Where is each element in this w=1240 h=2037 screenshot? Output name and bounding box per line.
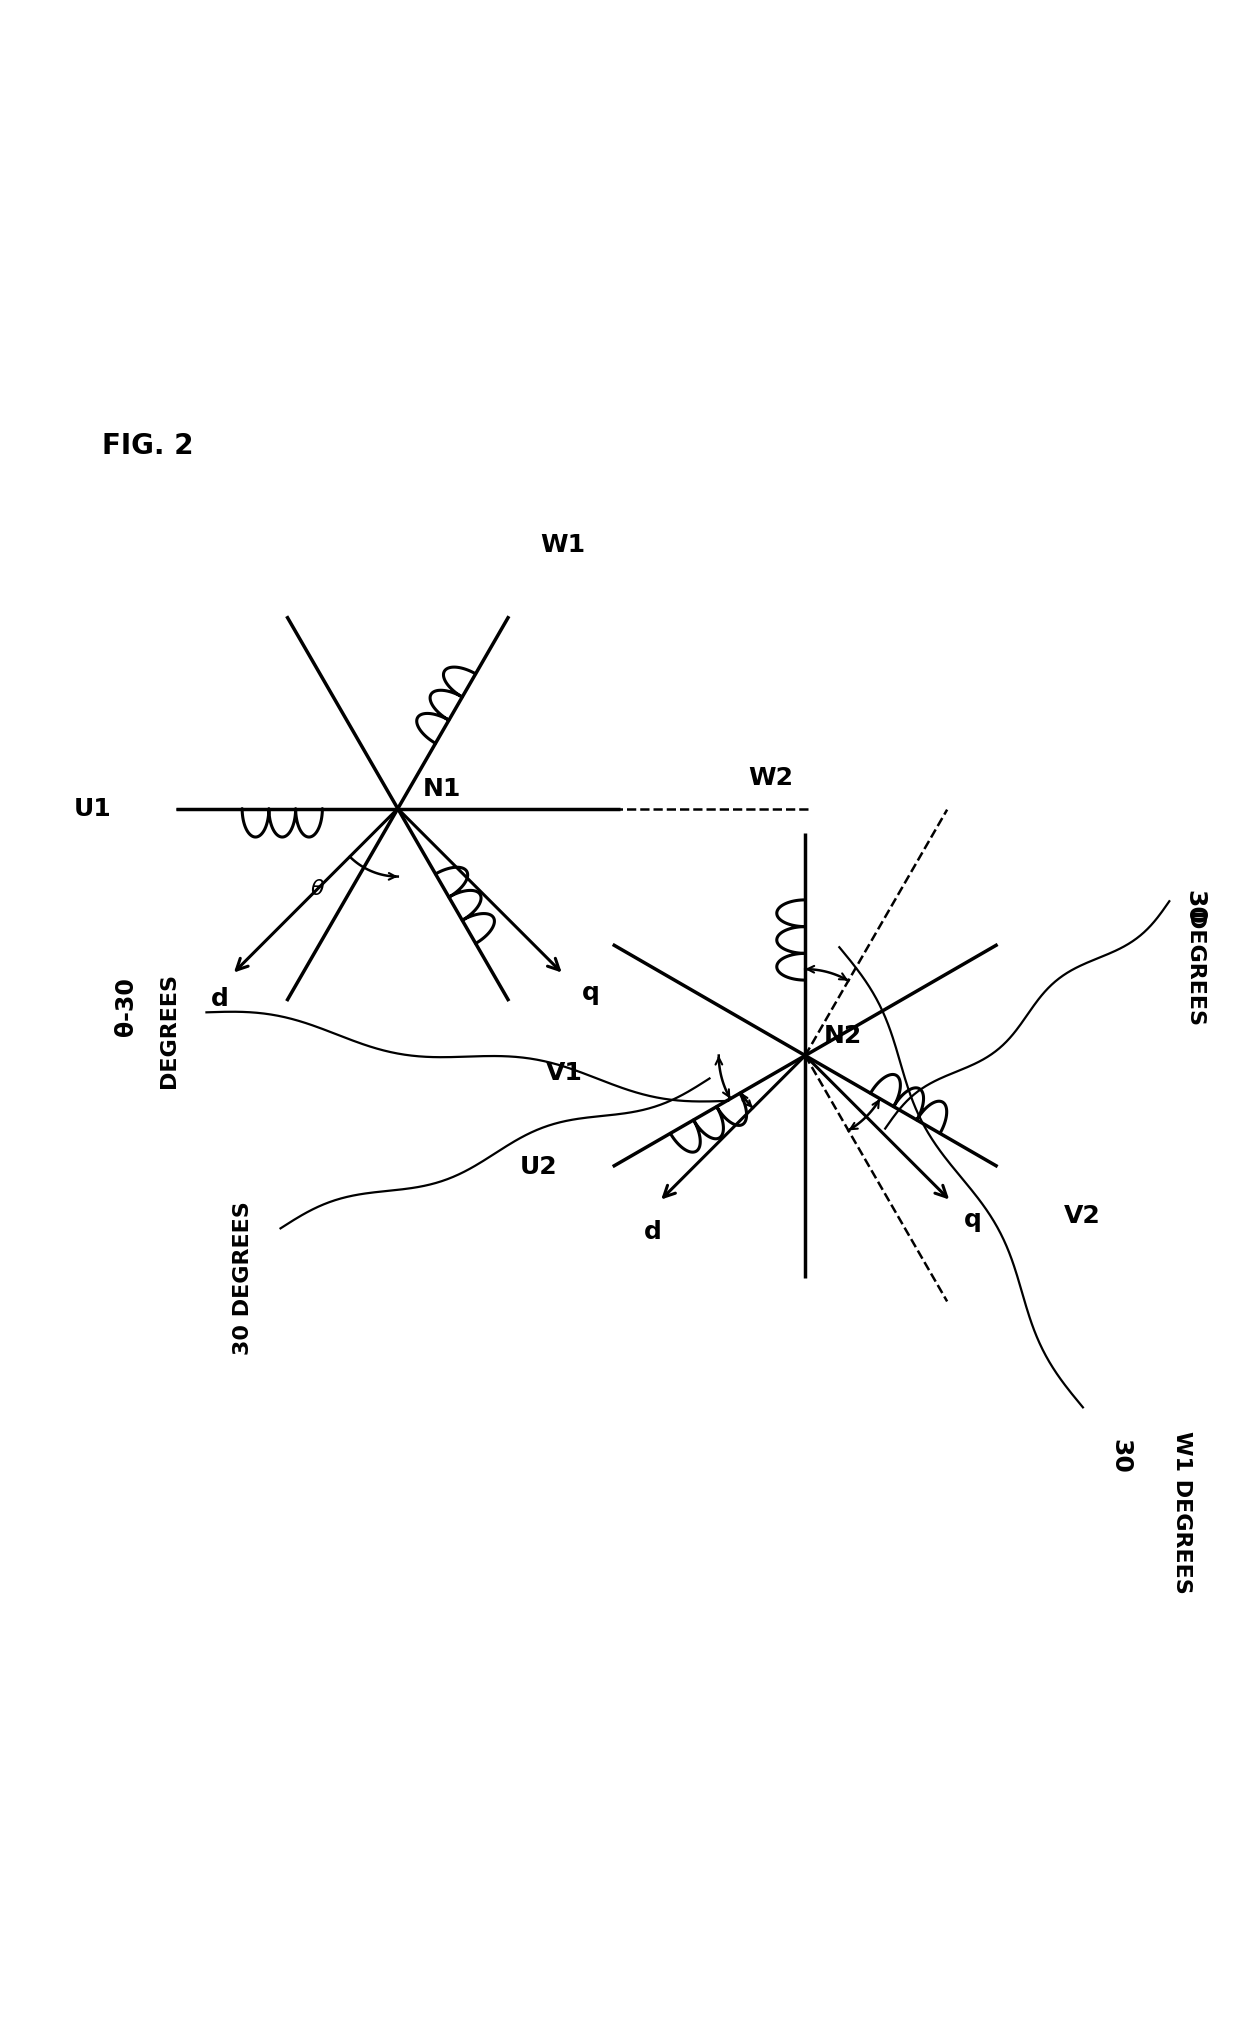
Text: 30 DEGREES: 30 DEGREES — [233, 1202, 253, 1355]
Text: d: d — [211, 986, 228, 1010]
Text: V1: V1 — [546, 1061, 583, 1084]
Text: q: q — [582, 980, 600, 1004]
Text: q: q — [963, 1208, 981, 1232]
Text: N1: N1 — [423, 778, 461, 801]
Text: 30: 30 — [1182, 890, 1207, 925]
Text: d: d — [644, 1220, 662, 1245]
Text: DEGREES: DEGREES — [160, 974, 180, 1088]
Text: 30: 30 — [1109, 1440, 1132, 1475]
Text: U1: U1 — [73, 796, 112, 821]
Text: θ: θ — [311, 880, 325, 898]
Text: W1: W1 — [539, 532, 585, 556]
Text: U2: U2 — [520, 1155, 558, 1179]
Text: FIG. 2: FIG. 2 — [102, 432, 193, 460]
Text: θ-30: θ-30 — [114, 976, 138, 1035]
Text: DEGREES: DEGREES — [1184, 913, 1204, 1027]
Text: W1 DEGREES: W1 DEGREES — [1172, 1430, 1192, 1593]
Text: N2: N2 — [823, 1025, 862, 1049]
Text: V2: V2 — [1064, 1204, 1100, 1228]
Text: W2: W2 — [748, 766, 792, 790]
